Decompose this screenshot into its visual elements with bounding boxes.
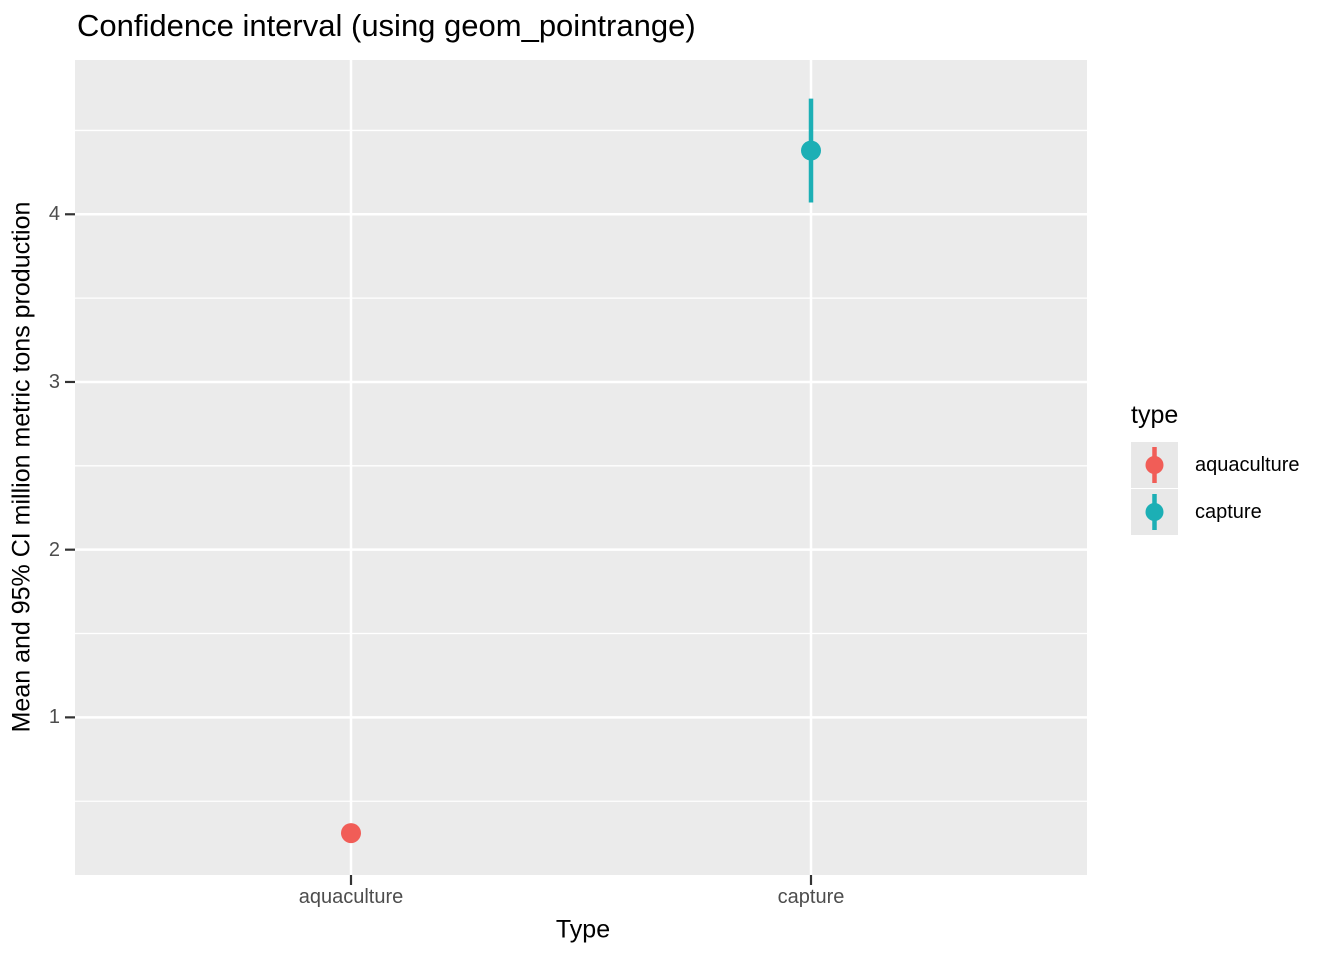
- y-tick-label: 4: [48, 203, 60, 226]
- legend: type aquaculture capture: [1131, 400, 1300, 536]
- legend-label: capture: [1195, 500, 1262, 523]
- y-tick-label: 2: [48, 538, 60, 561]
- y-tick-label: 1: [48, 706, 60, 729]
- plot-title: Confidence interval (using geom_pointran…: [77, 8, 696, 43]
- x-tick-label: aquaculture: [298, 886, 404, 908]
- legend-title: type: [1131, 401, 1179, 429]
- plot-panel: [75, 60, 1087, 875]
- y-axis-title: Mean and 95% CI million metric tons prod…: [7, 201, 36, 733]
- legend-label: aquaculture: [1195, 453, 1300, 476]
- x-tick-label: capture: [777, 886, 845, 908]
- y-tick-label: 3: [48, 370, 60, 393]
- legend-entry-capture: capture: [1131, 489, 1300, 535]
- pointrange-key-icon: [1131, 442, 1178, 488]
- x-axis-title: Type: [555, 915, 611, 944]
- legend-entries: aquaculture capture: [1131, 442, 1300, 535]
- legend-entry-aquaculture: aquaculture: [1131, 442, 1300, 488]
- pointrange-key-icon: [1131, 489, 1178, 535]
